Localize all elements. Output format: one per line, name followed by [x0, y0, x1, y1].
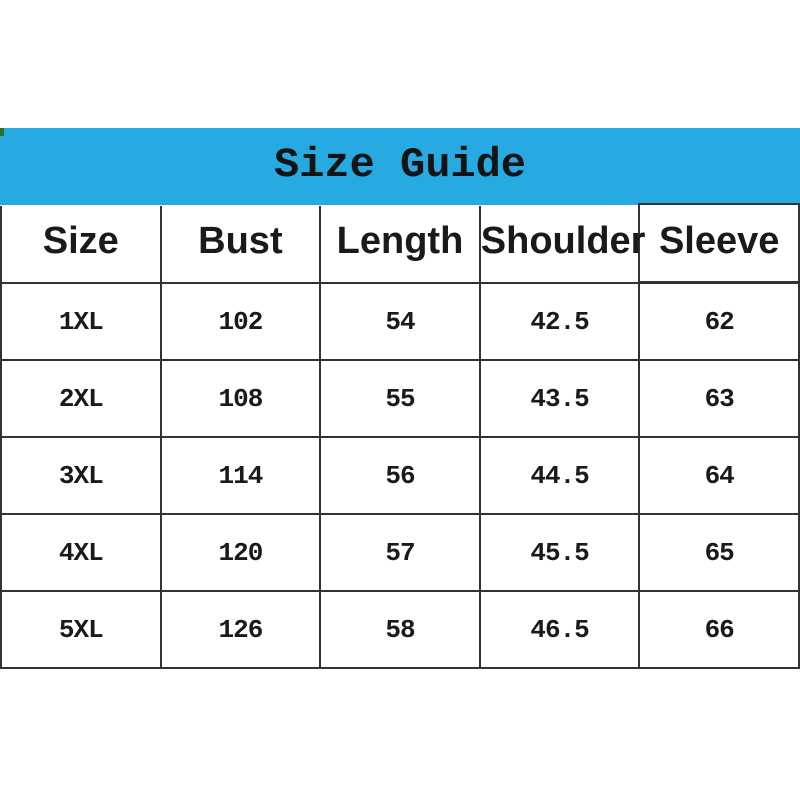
size-value: 3XL — [0, 436, 162, 515]
size-value: 4XL — [0, 513, 162, 592]
bust-value: 102 — [159, 282, 322, 361]
length-value: 57 — [319, 513, 481, 592]
table-row-1xl: 1XL 102 54 42.5 62 — [0, 282, 800, 361]
table-row-5xl: 5XL 126 58 46.5 66 — [0, 590, 800, 669]
table-row-2xl: 2XL 108 55 43.5 63 — [0, 359, 800, 438]
col-header-length: Length — [319, 206, 481, 284]
title-banner: Size Guide — [0, 128, 800, 205]
col-header-bust: Bust — [159, 206, 322, 284]
size-guide-title: Size Guide — [273, 140, 527, 189]
size-table: Size Bust Length Shoulder Sleeve 1XL 102… — [0, 206, 800, 669]
size-value: 1XL — [0, 282, 162, 361]
bust-value: 108 — [159, 359, 322, 438]
sleeve-value: 65 — [638, 513, 800, 592]
length-value: 54 — [319, 282, 481, 361]
col-header-sleeve: Sleeve — [638, 206, 800, 284]
shoulder-value: 44.5 — [478, 436, 641, 515]
sleeve-value: 63 — [638, 359, 800, 438]
bust-value: 120 — [159, 513, 322, 592]
bust-value: 126 — [159, 590, 322, 669]
col-header-shoulder: Shoulder — [478, 206, 645, 284]
table-row-3xl: 3XL 114 56 44.5 64 — [0, 436, 800, 515]
table-row-4xl: 4XL 120 57 45.5 65 — [0, 513, 800, 592]
shoulder-value: 43.5 — [478, 359, 641, 438]
length-value: 58 — [319, 590, 481, 669]
shoulder-value: 45.5 — [478, 513, 641, 592]
sleeve-value: 62 — [638, 282, 800, 361]
sleeve-value: 64 — [638, 436, 800, 515]
shoulder-value: 46.5 — [478, 590, 641, 669]
sleeve-value: 66 — [638, 590, 800, 669]
length-value: 56 — [319, 436, 481, 515]
corner-artifact — [0, 128, 4, 136]
shoulder-value: 42.5 — [478, 282, 641, 361]
size-value: 2XL — [0, 359, 162, 438]
bust-value: 114 — [159, 436, 322, 515]
length-value: 55 — [319, 359, 481, 438]
size-value: 5XL — [0, 590, 162, 669]
header-row: Size Bust Length Shoulder Sleeve — [0, 206, 800, 284]
col-header-size: Size — [0, 206, 162, 284]
